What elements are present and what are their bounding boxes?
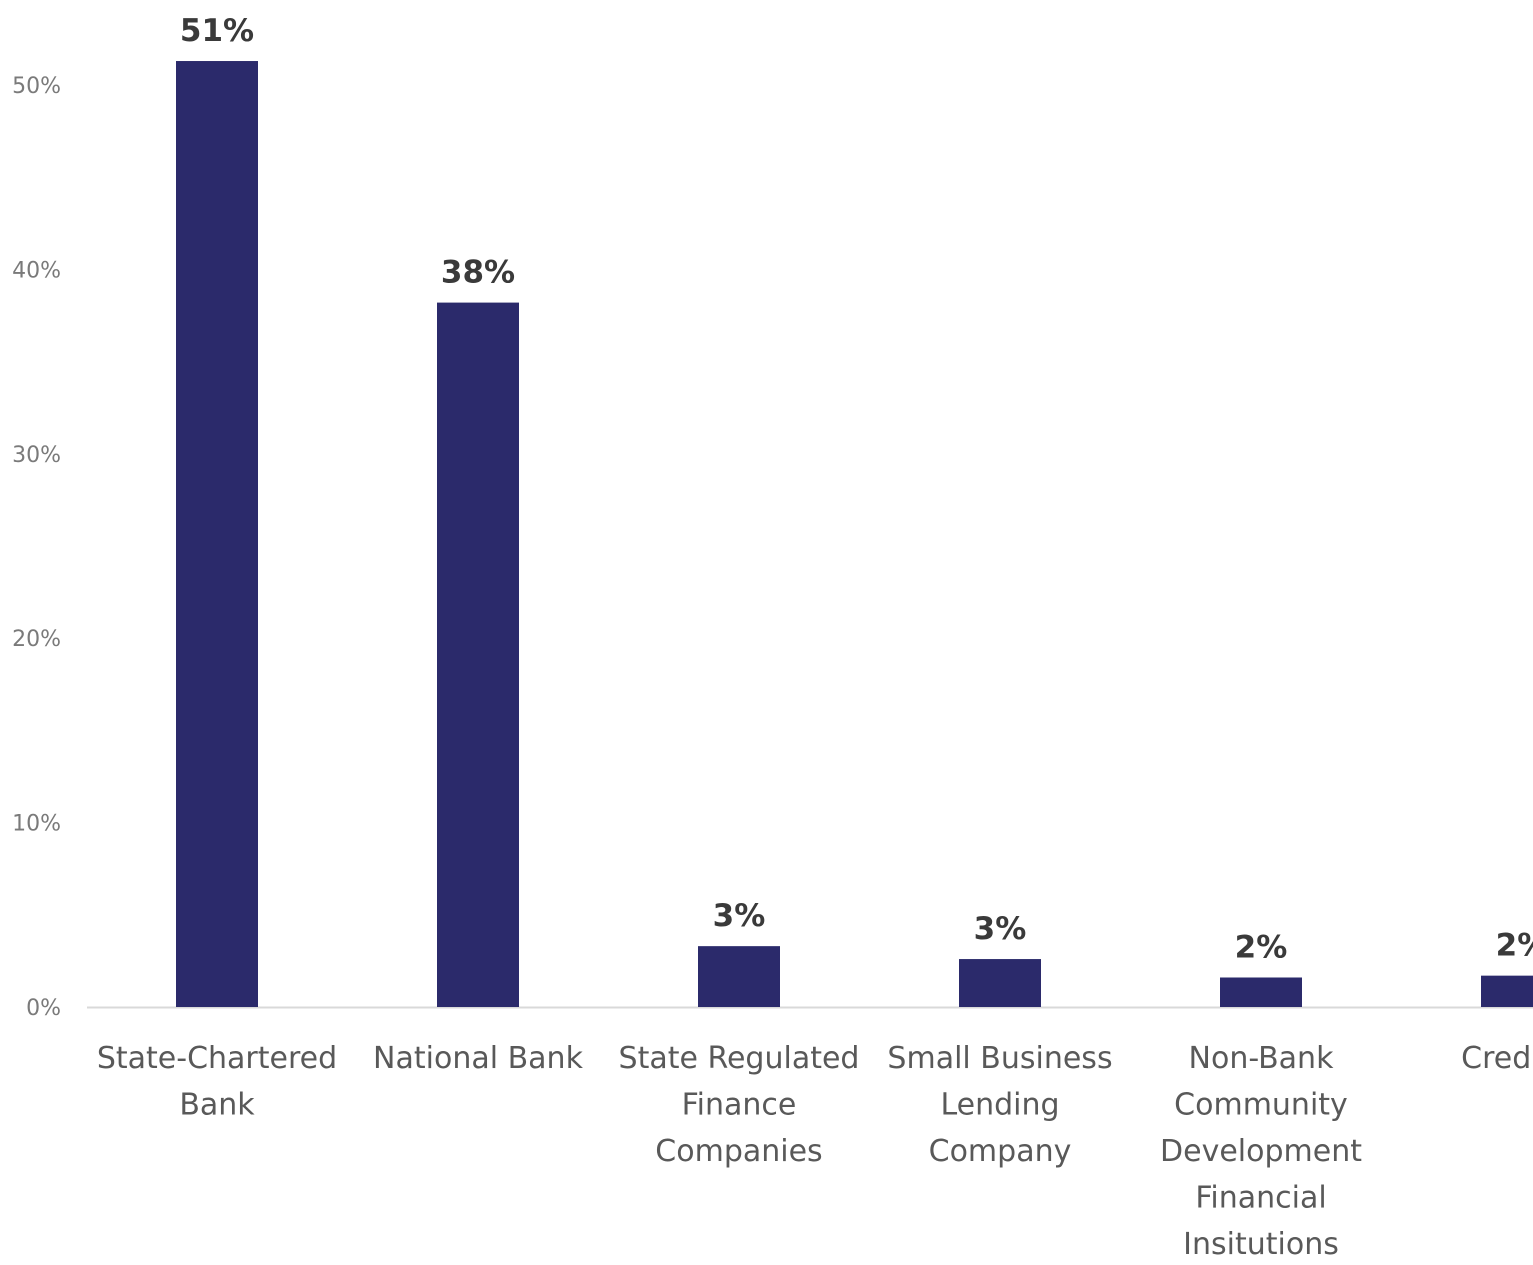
y-tick-label: 20% [12, 627, 61, 652]
y-tick-label: 30% [12, 443, 61, 468]
bar [698, 946, 780, 1007]
category-label: Lending [940, 1088, 1059, 1123]
data-label: 2% [1496, 928, 1533, 964]
category-label: Small Business [887, 1041, 1112, 1076]
bar [959, 959, 1041, 1007]
category-label: Community [1174, 1088, 1348, 1123]
bar [1481, 975, 1533, 1007]
data-label: 3% [713, 898, 766, 934]
bar [176, 61, 258, 1007]
category-label: Development [1160, 1134, 1362, 1169]
bar [1220, 977, 1302, 1007]
bars [176, 61, 1533, 1007]
data-label: 2% [1235, 929, 1288, 965]
category-label: State-Chartered [97, 1041, 337, 1076]
category-label: Company [929, 1134, 1072, 1169]
category-label: Finance [682, 1088, 797, 1123]
category-label: Credit U [1461, 1041, 1533, 1076]
x-axis-category-labels: State-Chartered Bank National Bank State Re… [97, 1041, 1533, 1262]
y-tick-label: 50% [12, 74, 61, 99]
category-label: Companies [655, 1134, 822, 1169]
category-label: National Bank [373, 1041, 584, 1076]
y-axis-ticks: 0% 10% 20% 30% 40% 50% [12, 74, 61, 1021]
bar [437, 302, 519, 1007]
category-label: Non-Bank [1189, 1041, 1335, 1076]
data-label: 38% [441, 255, 515, 291]
category-label: Financial [1195, 1181, 1326, 1216]
data-labels: 51% 38% 3% 3% 2% 2% [180, 13, 1533, 965]
y-tick-label: 0% [26, 996, 61, 1021]
y-tick-label: 10% [12, 812, 61, 837]
category-label: Insitutions [1183, 1227, 1339, 1260]
category-label: Bank [179, 1088, 255, 1123]
data-label: 3% [974, 911, 1027, 947]
y-tick-label: 40% [12, 258, 61, 283]
data-label: 51% [180, 13, 254, 49]
category-label: State Regulated [619, 1041, 860, 1076]
